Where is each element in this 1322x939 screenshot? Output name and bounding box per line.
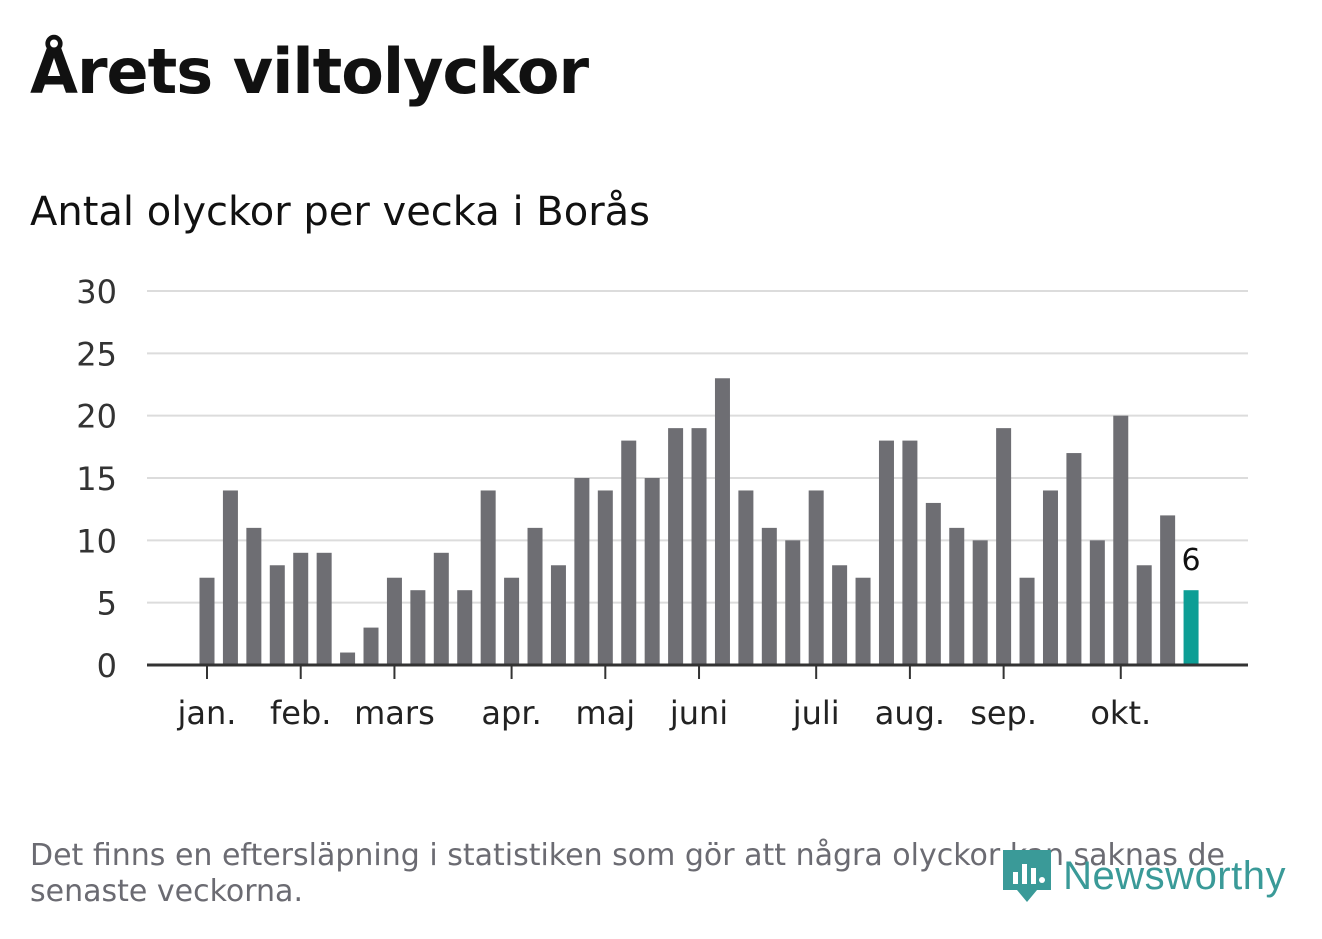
bar-week-31 [902,440,918,665]
bar-week-4 [269,565,285,665]
bar-week-28 [832,565,848,665]
bar-week-38 [1066,453,1082,665]
bar-week-17 [574,478,590,665]
highlight-value-label: 6 [1182,543,1201,578]
bar-week-40 [1113,415,1129,665]
bar-week-13 [480,490,496,665]
bar-week-18 [597,490,613,665]
y-axis-ticks: 0 5 10 15 20 25 30 [76,273,117,685]
x-tick-label-sep.: sep. [970,694,1037,732]
bar-week-33 [949,527,965,665]
newsworthy-logo: Newsworthy [999,846,1286,906]
x-tick-label-aug.: aug. [875,694,945,732]
bar-week-26 [785,540,801,665]
x-tick-label-apr.: apr. [481,694,541,732]
chart-title: Årets viltolyckor [30,35,589,108]
bar-week-39 [1089,540,1105,665]
bar-week-36 [1019,577,1035,665]
bar-week-9 [386,577,402,665]
bar-week-10 [410,590,426,665]
bar-week-16 [550,565,566,665]
bar-week-19 [621,440,637,665]
bar-week-1 [199,577,215,665]
bars [199,378,1199,665]
bar-week-6 [316,552,332,665]
bar-week-14 [504,577,520,665]
bar-week-2 [222,490,238,665]
chart-subtitle: Antal olyckor per vecka i Borås [30,189,651,235]
x-tick-label-okt.: okt. [1090,694,1151,732]
y-tick-label-30: 30 [76,273,117,311]
bar-week-42 [1160,515,1176,665]
bar-week-37 [1042,490,1058,665]
bar-week-30 [878,440,894,665]
bar-week-32 [925,502,941,665]
bar-week-24 [738,490,754,665]
bar-week-22 [691,428,707,665]
x-tick-label-maj: maj [575,694,635,732]
newsworthy-logo-text: Newsworthy [1063,853,1286,898]
bar-week-15 [527,527,543,665]
bar-week-20 [644,478,660,665]
y-tick-label-15: 15 [76,460,117,498]
y-tick-label-0: 0 [97,647,117,685]
bar-week-5 [293,552,309,665]
bar-week-23 [714,378,730,665]
bar-week-8 [363,627,379,665]
bar-week-27 [808,490,824,665]
bar-week-41 [1136,565,1152,665]
bar-week-25 [761,527,777,665]
bar-week-35 [996,428,1012,665]
bar-week-11 [433,552,449,665]
bar-week-34 [972,540,988,665]
x-tick-label-jan.: jan. [177,694,237,732]
x-tick-label-juli: juli [792,694,840,732]
bar-week-3 [246,527,262,665]
y-tick-label-20: 20 [76,398,117,436]
y-tick-label-25: 25 [76,335,117,373]
newsworthy-logo-icon [1003,850,1052,902]
x-tick-label-feb.: feb. [270,694,331,732]
bar-week-43 [1183,590,1199,665]
bar-week-21 [668,428,684,665]
bar-week-7 [340,652,356,665]
bar-chart: 0 5 10 15 20 25 30 jan. feb. mars apr. maj juni juli… [76,273,1248,732]
y-tick-label-5: 5 [97,585,117,623]
bar-week-12 [457,590,473,665]
x-tick-label-juni: juni [669,694,728,732]
x-axis-ticks: jan. feb. mars apr. maj juni juli aug. sep. okt. [177,665,1151,732]
x-tick-label-mars: mars [354,694,435,732]
bar-week-29 [855,577,871,665]
y-tick-label-10: 10 [76,522,117,560]
